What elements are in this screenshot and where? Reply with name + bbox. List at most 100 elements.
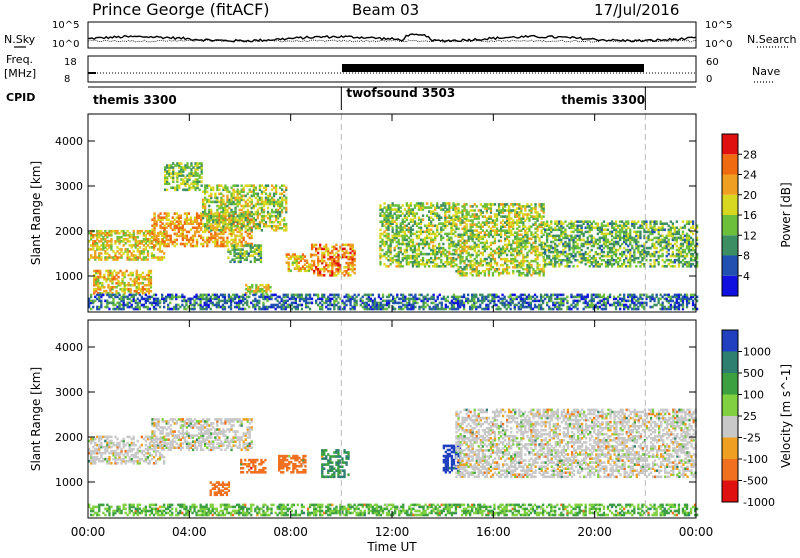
echo-cell — [120, 248, 122, 251]
echo-cell — [581, 239, 583, 242]
echo-cell — [111, 286, 113, 289]
echo-cell — [635, 265, 637, 268]
echo-cell — [212, 187, 214, 190]
echo-cell — [436, 225, 438, 228]
echo-cell — [643, 220, 645, 223]
echo-cell — [574, 245, 576, 248]
echo-cell — [157, 232, 159, 235]
echo-cell — [492, 236, 494, 239]
echo-cell — [170, 172, 172, 175]
echo-cell — [212, 201, 214, 204]
echo-cell — [255, 284, 257, 287]
echo-cell — [239, 197, 241, 200]
echo-cell — [228, 229, 230, 232]
echo-cell — [298, 261, 300, 264]
echo-cell — [412, 261, 414, 264]
echo-cell — [502, 215, 504, 218]
echo-cell — [143, 298, 145, 301]
echo-cell — [440, 216, 442, 219]
echo-cell — [579, 251, 581, 254]
echo-cell — [430, 216, 432, 219]
echo-cell — [428, 210, 430, 213]
echo-cell — [617, 241, 619, 244]
echo-cell — [593, 265, 595, 268]
echo-cell — [448, 220, 450, 223]
echo-cell — [115, 290, 117, 293]
echo-cell — [99, 286, 101, 289]
echo-cell — [568, 222, 570, 225]
echo-cell — [133, 254, 135, 257]
echo-cell — [528, 238, 530, 241]
echo-cell — [327, 258, 329, 261]
echo-cell — [402, 253, 404, 256]
echo-cell — [174, 222, 176, 225]
echo-cell — [666, 259, 668, 262]
echo-cell — [394, 208, 396, 211]
echo-cell — [396, 214, 398, 217]
echo-cell — [224, 227, 226, 230]
echo-cell — [418, 243, 420, 246]
echo-cell — [100, 244, 102, 247]
echo-cell — [629, 249, 631, 252]
echo-cell — [233, 258, 235, 261]
echo-cell — [210, 233, 212, 236]
echo-cell — [135, 300, 137, 303]
echo-cell — [674, 243, 676, 246]
echo-cell — [455, 264, 457, 267]
echo-cell — [543, 215, 545, 218]
echo-cell — [277, 225, 279, 228]
echo-cell — [283, 195, 285, 198]
echo-cell — [281, 184, 283, 187]
echo-cell — [198, 231, 200, 234]
echo-cell — [530, 260, 532, 263]
echo-cell — [463, 266, 465, 269]
echo-cell — [196, 212, 198, 215]
echo-cell — [466, 209, 468, 212]
echo-cell — [597, 222, 599, 225]
echo-cell — [558, 243, 560, 246]
echo-cell — [381, 239, 383, 242]
echo-cell — [164, 174, 166, 177]
echo-cell — [666, 235, 668, 238]
echo-cell — [455, 270, 457, 273]
echo-cell — [354, 268, 356, 271]
echo-cell — [558, 227, 560, 230]
echo-cell — [131, 244, 133, 247]
echo-cell — [188, 212, 190, 215]
echo-cell — [94, 300, 96, 303]
echo-cell — [232, 184, 234, 187]
echo-cell — [516, 211, 518, 214]
echo-cell — [265, 215, 267, 218]
echo-cell — [96, 242, 98, 245]
echo-cell — [133, 230, 135, 233]
echo-cell — [452, 265, 454, 268]
echo-cell — [311, 244, 313, 247]
noise-sky-label: N.Sky — [4, 33, 36, 46]
echo-cell — [143, 244, 145, 247]
echo-cell — [171, 308, 173, 311]
echo-cell — [476, 266, 478, 269]
echo-cell — [512, 203, 514, 206]
echo-cell — [595, 257, 597, 260]
echo-cell — [508, 272, 510, 275]
echo-cell — [492, 219, 494, 222]
echo-cell — [149, 308, 151, 311]
echo-cell — [210, 296, 212, 299]
echo-cell — [247, 229, 249, 232]
echo-cell — [96, 230, 98, 233]
echo-cell — [619, 257, 621, 260]
echo-cell — [112, 294, 114, 297]
echo-cell — [153, 298, 155, 301]
echo-cell — [142, 276, 144, 279]
echo-cell — [404, 220, 406, 223]
echo-cell — [468, 264, 470, 267]
echo-cell — [224, 294, 226, 297]
echo-cell — [412, 208, 414, 211]
echo-cell — [434, 245, 436, 248]
echo-cell — [263, 201, 265, 204]
echo-cell — [267, 184, 269, 187]
echo-cell — [218, 193, 220, 196]
echo-cell — [570, 261, 572, 264]
echo-cell — [294, 253, 296, 256]
echo-cell — [137, 256, 139, 259]
